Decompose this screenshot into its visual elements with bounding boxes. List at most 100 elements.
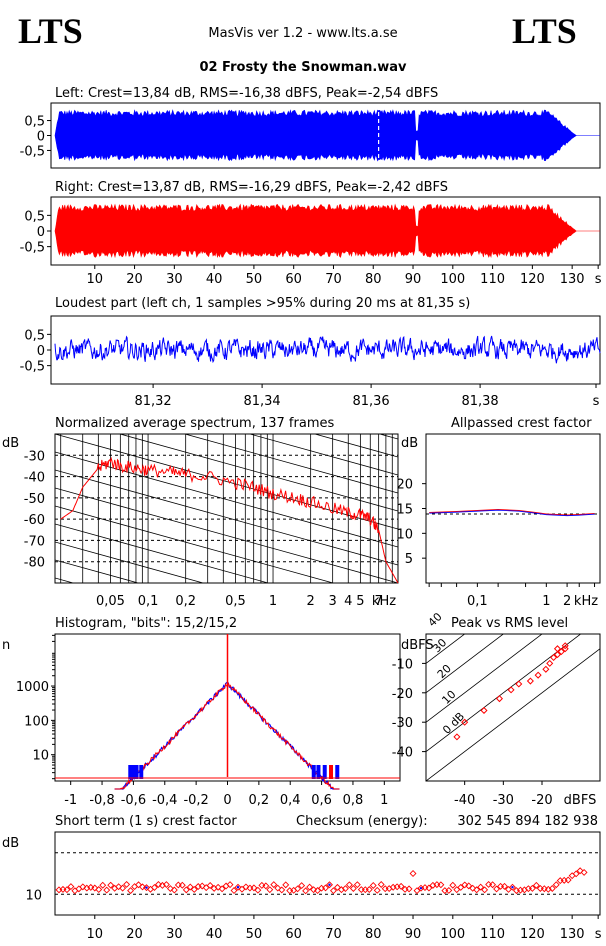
short-term-crest-point (465, 882, 473, 890)
loudest-part-xtick-label: 81,34 (243, 394, 280, 409)
short-term-crest-point (365, 886, 373, 893)
short-term-crest-xtick-label: 80 (365, 927, 382, 942)
right-waveform-xtick-label: 50 (246, 272, 263, 287)
spectrum-ytick-label: -30 (24, 449, 45, 464)
spectrum-xtick-label: 7 (375, 594, 383, 609)
histogram-tail-bin (311, 765, 316, 779)
short-term-crest-point (524, 885, 532, 893)
short-term-crest-ylabel: dB (2, 836, 19, 851)
logo-right: LTS (512, 11, 577, 51)
right-waveform-xtick-label: s (595, 272, 602, 287)
short-term-crest-point (381, 885, 389, 893)
short-term-crest-point (397, 882, 405, 890)
short-term-crest-point (421, 884, 429, 892)
spectrum-slope-line (55, 487, 398, 583)
short-term-crest-point (99, 881, 107, 889)
short-term-crest-ytick-label: 10 (25, 888, 42, 903)
spectrum-slope-line (183, 434, 398, 494)
short-term-crest-point (580, 868, 588, 876)
short-term-crest-point (174, 881, 182, 889)
short-term-crest-point (262, 882, 270, 890)
short-term-crest-point-left (511, 885, 514, 889)
right-waveform-xtick-label: 40 (206, 272, 223, 287)
spectrum-xtick-label: 3 (329, 594, 337, 609)
right-waveform-xtick-label: 20 (126, 272, 143, 287)
short-term-crest-point (182, 886, 190, 894)
spectrum-ytick-label: -40 (24, 471, 45, 486)
peak-vs-rms-crest-line-label: 10 (439, 688, 458, 707)
short-term-crest-xtick-label: 10 (87, 927, 104, 942)
left-waveform-ytick-label: 0,5 (24, 115, 45, 130)
spectrum-slope-line (55, 596, 398, 691)
allpassed-crest-xtick-label: 0,1 (467, 594, 488, 609)
short-term-crest-xtick-label: 50 (246, 927, 263, 942)
right-waveform-xtick-label: 30 (166, 272, 183, 287)
histogram-xtick-label: 0,6 (311, 793, 332, 808)
peak-vs-rms-point (553, 651, 562, 659)
histogram-tail-bin (335, 765, 340, 779)
right-waveform-xtick-label: 10 (87, 272, 104, 287)
peak-vs-rms-point (461, 718, 469, 726)
short-term-crest-xtick-label: 100 (440, 927, 465, 942)
short-term-crest-point (473, 886, 481, 894)
histogram-tail-bin (139, 765, 144, 779)
short-term-crest-point (306, 883, 314, 891)
short-term-crest-point (489, 881, 497, 889)
short-term-crest-point (512, 887, 520, 895)
peak-vs-rms-ytick-label: -10 (392, 657, 413, 672)
short-term-crest-point (59, 885, 67, 893)
short-term-crest-point (186, 883, 194, 891)
short-term-crest-point (377, 881, 385, 888)
short-term-crest-point (433, 881, 441, 889)
logo-left: LTS (18, 11, 83, 51)
short-term-crest-xtick-label: s (595, 927, 602, 942)
short-term-crest-point (330, 887, 337, 895)
histogram-ytick-label: 10 (32, 749, 49, 764)
short-term-crest-point (341, 885, 349, 893)
peak-vs-rms-crest-line (426, 634, 582, 753)
histogram-tail-bin (131, 765, 136, 779)
loudest-part-signal (54, 335, 601, 364)
histogram-xtick-label: 0,4 (280, 793, 301, 808)
loudest-part-title: Loudest part (left ch, 1 samples >95% du… (55, 296, 470, 311)
right-waveform-xtick-label: 60 (285, 272, 302, 287)
short-term-crest-point (493, 885, 501, 893)
histogram-xtick-label: 0,2 (249, 793, 270, 808)
allpassed-crest-xtick-label: 2 (563, 594, 571, 609)
short-term-crest-point (278, 886, 286, 894)
peak-vs-rms-point (495, 695, 504, 703)
loudest-part-ytick-label: -0,5 (20, 360, 45, 375)
spectrum-slope-line (313, 434, 398, 458)
spectrum-xtick-label: 1 (269, 594, 277, 609)
spectrum-xtick-label: 5 (356, 594, 364, 609)
short-term-crest-xtick-label: 60 (285, 927, 302, 942)
right-waveform-envelope (54, 203, 600, 259)
short-term-crest-point (437, 881, 445, 889)
short-term-crest-point (63, 886, 71, 894)
peak-vs-rms-point (546, 659, 554, 667)
peak-vs-rms-crest-line (426, 634, 543, 723)
short-term-crest-point (322, 884, 329, 892)
short-term-crest-point (254, 886, 262, 894)
allpassed-crest-xtick-label: kHz (574, 594, 598, 609)
short-term-crest-point (353, 881, 361, 889)
short-term-crest-point (131, 883, 139, 891)
loudest-part-ytick-label: 0 (37, 344, 45, 359)
short-term-crest-point (162, 881, 170, 889)
spectrum-xtick-label: 0,05 (96, 594, 125, 609)
short-term-crest-point (501, 882, 508, 890)
spectrum-title: Normalized average spectrum, 137 frames (55, 416, 334, 431)
short-term-crest-point (357, 886, 365, 894)
peak-vs-rms-point (507, 686, 515, 694)
right-waveform-ytick-label: 0 (37, 225, 45, 240)
short-term-crest-point (568, 872, 576, 880)
histogram-tail-bin (329, 765, 333, 779)
short-term-crest-point (477, 883, 485, 891)
spectrum-slope-line (55, 469, 398, 566)
spectrum-slope-line (55, 559, 140, 583)
short-term-crest-point (326, 881, 333, 889)
right-waveform-xtick-label: 130 (560, 272, 585, 287)
histogram-ylabel: n (2, 638, 10, 653)
short-term-crest-point (556, 877, 564, 885)
short-term-crest-xtick-label: 20 (126, 927, 143, 942)
